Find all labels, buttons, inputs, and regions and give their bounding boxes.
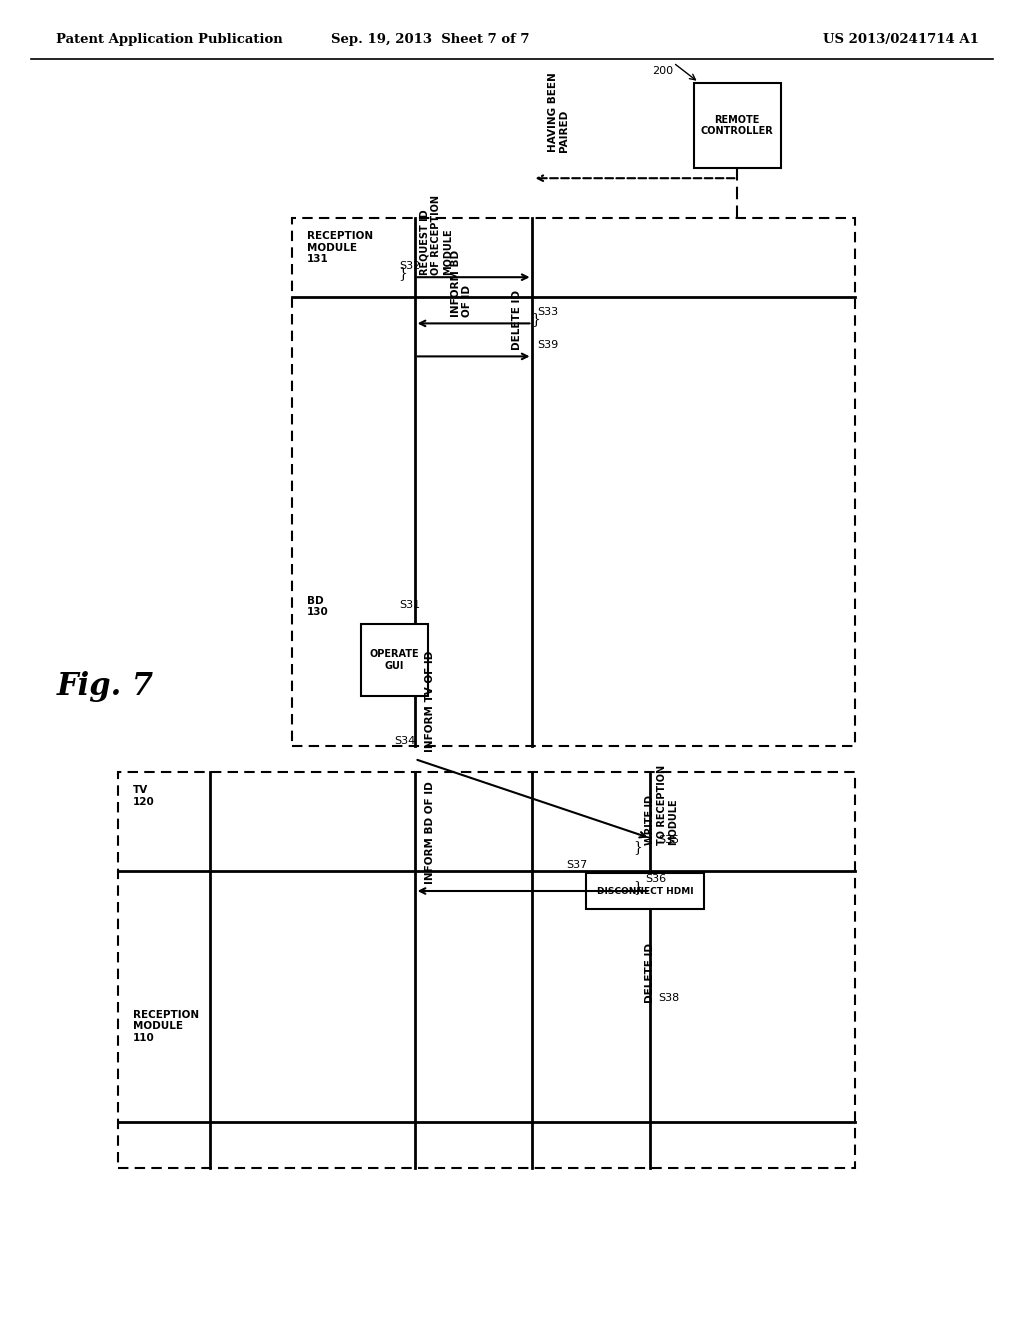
Text: INFORM BD OF ID: INFORM BD OF ID <box>425 781 435 884</box>
Text: DELETE ID: DELETE ID <box>512 290 522 350</box>
Text: Sep. 19, 2013  Sheet 7 of 7: Sep. 19, 2013 Sheet 7 of 7 <box>331 33 529 46</box>
Text: OPERATE
GUI: OPERATE GUI <box>370 649 419 671</box>
Text: }: } <box>634 880 642 894</box>
Text: S32: S32 <box>399 260 421 271</box>
Bar <box>586 873 705 909</box>
Text: S34: S34 <box>394 735 416 746</box>
Text: S31: S31 <box>399 601 421 610</box>
Text: WRITE ID
TO RECEPTION
MODULE: WRITE ID TO RECEPTION MODULE <box>645 764 678 845</box>
Text: BD
130: BD 130 <box>307 595 329 618</box>
Text: INFORM BD
OF ID: INFORM BD OF ID <box>451 249 472 317</box>
Text: S38: S38 <box>658 993 680 1003</box>
Text: REQUEST ID
OF RECEPTION
MODULE: REQUEST ID OF RECEPTION MODULE <box>420 194 453 275</box>
Text: RECEPTION
MODULE
131: RECEPTION MODULE 131 <box>307 231 374 264</box>
Text: S35: S35 <box>658 834 680 845</box>
Text: }: } <box>398 267 407 280</box>
Bar <box>361 624 428 697</box>
Text: Patent Application Publication: Patent Application Publication <box>56 33 283 46</box>
Text: DELETE ID: DELETE ID <box>645 944 655 1003</box>
Text: S33: S33 <box>538 306 559 317</box>
Text: S37: S37 <box>565 859 587 870</box>
Text: 200: 200 <box>652 66 674 77</box>
Bar <box>292 218 855 746</box>
Text: S39: S39 <box>538 339 559 350</box>
Text: HAVING BEEN
PAIRED: HAVING BEEN PAIRED <box>548 73 569 152</box>
Text: REMOTE
CONTROLLER: REMOTE CONTROLLER <box>700 115 774 136</box>
Text: }: } <box>531 313 540 326</box>
Text: US 2013/0241714 A1: US 2013/0241714 A1 <box>823 33 979 46</box>
Text: Fig. 7: Fig. 7 <box>56 671 154 702</box>
Text: RECEPTION
MODULE
110: RECEPTION MODULE 110 <box>133 1010 200 1043</box>
Text: TV
120: TV 120 <box>133 785 155 807</box>
Text: DISCONNECT HDMI: DISCONNECT HDMI <box>597 887 693 895</box>
Text: INFORM TV OF ID: INFORM TV OF ID <box>425 651 435 752</box>
Text: }: } <box>634 841 642 854</box>
Text: S36: S36 <box>645 874 667 884</box>
Bar <box>118 772 855 1168</box>
Bar <box>694 82 780 168</box>
